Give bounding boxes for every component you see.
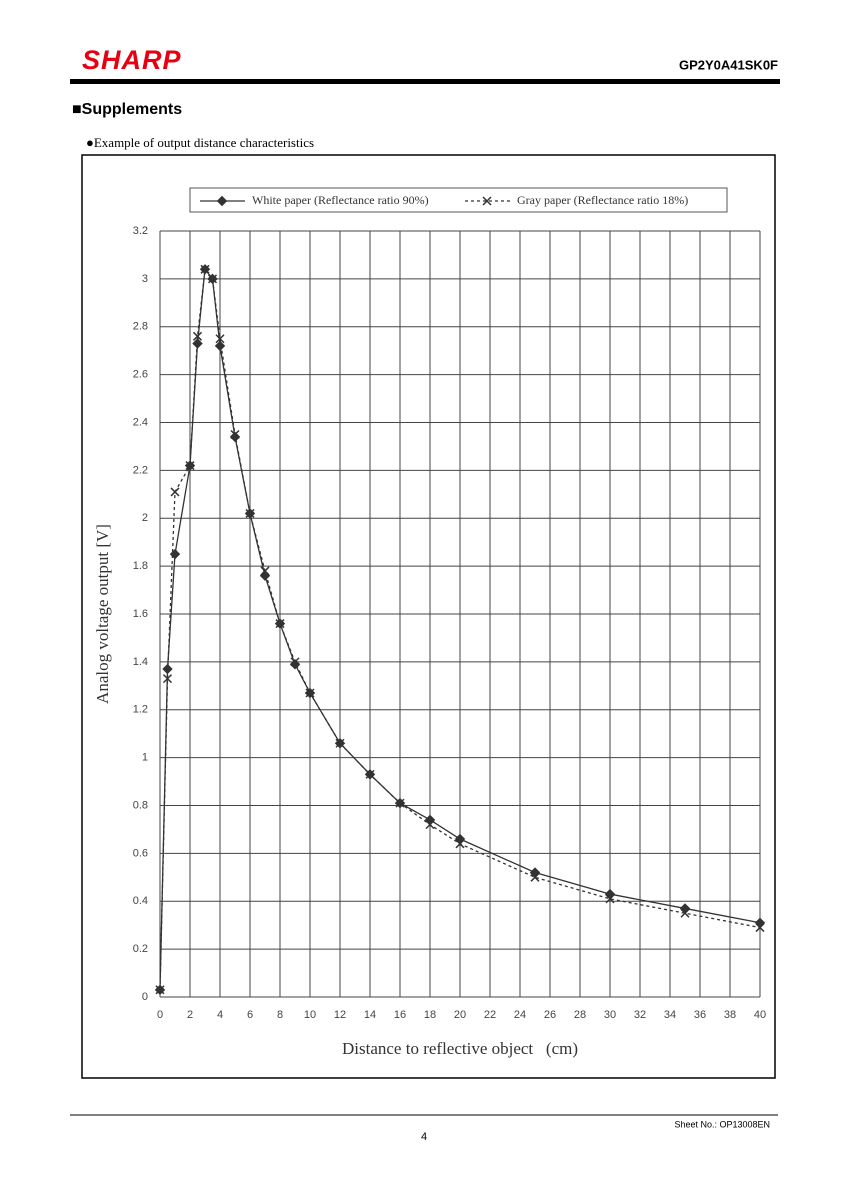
x-tick-label: 8 (277, 1009, 283, 1021)
sheet-number: Sheet No.: OP13008EN (674, 1119, 770, 1129)
x-tick-label: 14 (364, 1009, 376, 1021)
data-point (424, 814, 436, 826)
logo: SHARP (82, 45, 182, 75)
chart-frame (81, 154, 776, 1079)
data-point (170, 487, 180, 497)
section-title: ■Supplements (72, 101, 182, 118)
data-point (200, 264, 210, 274)
data-point (365, 769, 375, 779)
data-point (605, 894, 615, 904)
data-point (185, 461, 195, 471)
x-tick-label: 20 (454, 1009, 466, 1021)
series-line (159, 267, 761, 990)
x-tick-label: 32 (634, 1009, 646, 1021)
legend-marker (482, 196, 492, 206)
y-tick-label: 2 (142, 512, 148, 524)
x-tick-label: 40 (754, 1009, 766, 1021)
y-tick-label: 1.6 (133, 608, 148, 620)
data-point (335, 738, 345, 748)
x-tick-label: 6 (247, 1009, 253, 1021)
data-point (229, 431, 241, 443)
x-tick-label: 4 (217, 1009, 223, 1021)
data-point (754, 917, 766, 929)
x-tick-label: 24 (514, 1009, 526, 1021)
x-tick-label: 0 (157, 1009, 163, 1021)
x-tick-label: 30 (604, 1009, 616, 1021)
y-tick-label: 0.4 (133, 895, 148, 907)
y-tick-label: 2.6 (133, 369, 148, 381)
legend-label: Gray paper (Reflectance ratio 18%) (517, 193, 688, 207)
y-tick-label: 0.8 (133, 799, 148, 811)
x-tick-label: 34 (664, 1009, 676, 1021)
data-point (245, 508, 255, 518)
data-point (155, 985, 165, 995)
model-number: GP2Y0A41SK0F (679, 57, 778, 72)
x-tick-label: 36 (694, 1009, 706, 1021)
y-tick-label: 1.8 (133, 560, 148, 572)
page-number: 4 (421, 1131, 427, 1143)
data-point (679, 903, 691, 914)
header-rule (70, 79, 780, 84)
data-point (214, 340, 226, 352)
data-point (207, 274, 218, 284)
data-point (455, 839, 465, 849)
x-tick-label: 18 (424, 1009, 436, 1021)
data-point (230, 429, 240, 439)
y-tick-label: 2.4 (133, 416, 148, 428)
legend-label: White paper (Reflectance ratio 90%) (252, 193, 429, 207)
legend-marker (216, 195, 228, 207)
data-point (260, 566, 270, 576)
legend-box (189, 187, 728, 213)
x-tick-label: 10 (304, 1009, 316, 1021)
data-point (395, 798, 405, 808)
x-tick-label: 16 (394, 1009, 406, 1021)
x-tick-label: 38 (724, 1009, 736, 1021)
y-tick-label: 1 (142, 752, 148, 764)
y-tick-label: 1.4 (133, 656, 148, 668)
y-tick-label: 2.2 (133, 464, 148, 476)
data-point (680, 908, 690, 918)
y-tick-label: 0 (142, 991, 148, 1003)
data-point (454, 833, 466, 845)
x-tick-label: 26 (544, 1009, 556, 1021)
data-point (192, 331, 203, 341)
caption: ●Example of output distance characterist… (86, 135, 314, 150)
x-axis-label: Distance to reflective object (cm) (342, 1039, 578, 1058)
data-point (604, 888, 616, 900)
data-point (162, 674, 173, 684)
y-tick-label: 3 (142, 273, 148, 285)
data-point (289, 659, 301, 670)
y-tick-label: 2.8 (133, 321, 148, 333)
data-point (215, 334, 225, 344)
x-tick-label: 2 (187, 1009, 193, 1021)
data-point (305, 688, 315, 698)
data-point (290, 657, 300, 667)
data-point (530, 872, 540, 882)
y-tick-label: 1.2 (133, 704, 148, 716)
data-point (755, 923, 765, 933)
y-tick-label: 0.2 (133, 943, 148, 955)
x-tick-label: 28 (574, 1009, 586, 1021)
y-tick-label: 0.6 (133, 847, 148, 859)
x-tick-label: 22 (484, 1009, 496, 1021)
y-axis-label: Analog voltage output [V] (93, 524, 112, 704)
data-point (425, 820, 435, 830)
data-point (259, 570, 271, 581)
data-point (275, 619, 285, 629)
y-tick-label: 3.2 (133, 225, 148, 237)
x-tick-label: 12 (334, 1009, 346, 1021)
